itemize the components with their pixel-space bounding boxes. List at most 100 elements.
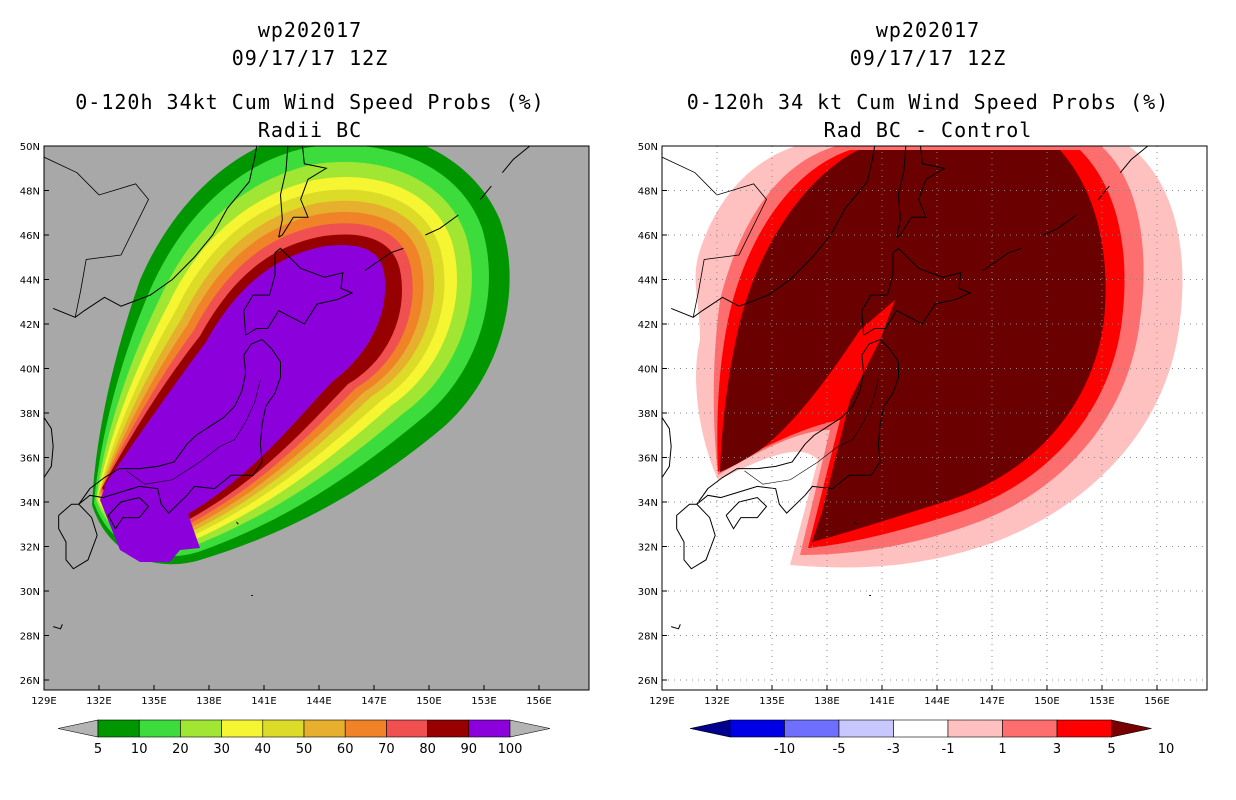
- coastline: [479, 185, 492, 200]
- colorbar-swatch: [1056, 719, 1112, 738]
- lon-tick-label: 153E: [1089, 696, 1114, 707]
- colorbar-label: 5: [1107, 742, 1115, 757]
- lat-tick-label: 42N: [20, 320, 40, 331]
- lat-tick-label: 30N: [638, 587, 658, 598]
- left-subtitle: Radii BC: [257, 118, 363, 142]
- lat-tick-label: 44N: [20, 276, 40, 287]
- coastline: [501, 146, 531, 174]
- colorbar-label: 20: [172, 742, 189, 757]
- colorbar-label: 30: [213, 742, 230, 757]
- lat-tick-label: 40N: [638, 365, 658, 376]
- colorbar-label: 50: [296, 742, 313, 757]
- lon-tick-label: 144E: [924, 696, 949, 707]
- colorbar-label: 60: [337, 742, 354, 757]
- lon-tick-label: 132E: [86, 696, 111, 707]
- lat-tick-label: 46N: [20, 231, 40, 242]
- colorbar-low-arrow: [689, 719, 731, 738]
- lat-tick-label: 42N: [638, 320, 658, 331]
- right-datetime: 09/17/17 12Z: [849, 46, 1007, 70]
- lat-tick-label: 28N: [20, 632, 40, 643]
- coastline: [671, 624, 681, 630]
- lon-tick-label: 150E: [1034, 696, 1059, 707]
- lat-tick-label: 44N: [638, 276, 658, 287]
- colorbar-swatch: [344, 719, 387, 738]
- colorbar-label: -10: [774, 742, 795, 757]
- coastline: [854, 521, 857, 525]
- right-product-title: 0-120h 34 kt Cum Wind Speed Probs (%): [686, 90, 1170, 114]
- coastline: [1097, 185, 1110, 200]
- colorbar-swatch: [947, 719, 1003, 738]
- colorbar-swatch: [221, 719, 264, 738]
- lon-tick-label: 129E: [649, 696, 674, 707]
- colorbar-low-arrow: [57, 719, 99, 738]
- coastline: [78, 338, 281, 514]
- coastline: [52, 146, 258, 318]
- lat-tick-label: 26N: [638, 676, 658, 687]
- left-colorbar: 5 10 20 30 40 50 60 70 80 90 100: [57, 719, 551, 757]
- band-100: [108, 254, 376, 512]
- right-map-panel: [662, 146, 1207, 690]
- colorbar-label: -5: [833, 742, 846, 757]
- right-map-frame: [661, 145, 1208, 691]
- colorbar-label: 80: [419, 742, 436, 757]
- left-product-title: 0-120h 34kt Cum Wind Speed Probs (%): [75, 90, 545, 114]
- coastline: [896, 146, 946, 238]
- coastline: [861, 247, 972, 336]
- colorbar-swatch: [893, 719, 949, 738]
- colorbar-label: -1: [942, 742, 955, 757]
- country-border: [44, 156, 149, 318]
- coastline: [53, 624, 63, 630]
- lat-tick-label: 38N: [20, 409, 40, 420]
- lat-tick-label: 30N: [20, 587, 40, 598]
- colorbar-high-arrow: [1111, 719, 1152, 738]
- lat-tick-label: 34N: [638, 498, 658, 509]
- left-datetime: 09/17/17 12Z: [231, 46, 389, 70]
- map-axes: 129E 132E 135E 138E 141E 144E 147E 150E 153E 156E…: [20, 142, 1170, 707]
- colorbar-swatch: [729, 719, 785, 738]
- right-storm-id: wp202017: [875, 18, 981, 42]
- interior-border: [126, 379, 261, 485]
- coastline: [662, 416, 672, 478]
- lat-tick-label: 28N: [638, 632, 658, 643]
- colorbar-swatch: [468, 719, 511, 738]
- lon-tick-label: 141E: [869, 696, 894, 707]
- colorbar-swatch: [427, 719, 470, 738]
- country-border: [662, 156, 767, 318]
- colorbar-swatch: [784, 719, 840, 738]
- coastline: [1119, 146, 1149, 174]
- left-map-panel: [44, 146, 589, 690]
- lat-tick-label: 36N: [638, 454, 658, 465]
- colorbar-label: 5: [94, 742, 102, 757]
- lat-tick-label: 46N: [638, 231, 658, 242]
- colorbar-swatch: [838, 719, 894, 738]
- lon-tick-label: 138E: [196, 696, 221, 707]
- lat-tick-label: 26N: [20, 676, 40, 687]
- left-coastlines: [44, 146, 531, 630]
- colorbar-swatch: [180, 719, 222, 738]
- right-subtitle: Rad BC - Control: [823, 118, 1033, 142]
- left-map-frame: [43, 145, 590, 691]
- lat-tick-label: 32N: [20, 543, 40, 554]
- coastline: [236, 521, 239, 525]
- lon-tick-label: 138E: [814, 696, 839, 707]
- lon-tick-label: 135E: [759, 696, 784, 707]
- colorbar-label: 90: [461, 742, 478, 757]
- lon-tick-label: 156E: [1144, 696, 1169, 707]
- lon-tick-label: 147E: [979, 696, 1004, 707]
- left-probability-field: [92, 146, 510, 565]
- coastline: [278, 146, 328, 238]
- left-storm-id: wp202017: [257, 18, 363, 42]
- colorbar-swatch: [386, 719, 428, 738]
- right-coastlines: [662, 146, 1207, 690]
- coastline: [44, 416, 54, 478]
- colorbar-swatch: [262, 719, 305, 738]
- southern-edge-band: [100, 480, 200, 562]
- colorbar-label: -3: [887, 742, 900, 757]
- coastline: [670, 146, 876, 318]
- lon-tick-label: 135E: [141, 696, 166, 707]
- colorbar-high-arrow: [509, 719, 551, 738]
- lat-tick-label: 38N: [638, 409, 658, 420]
- lat-tick-label: 40N: [20, 365, 40, 376]
- colorbar-label: 1: [998, 742, 1006, 757]
